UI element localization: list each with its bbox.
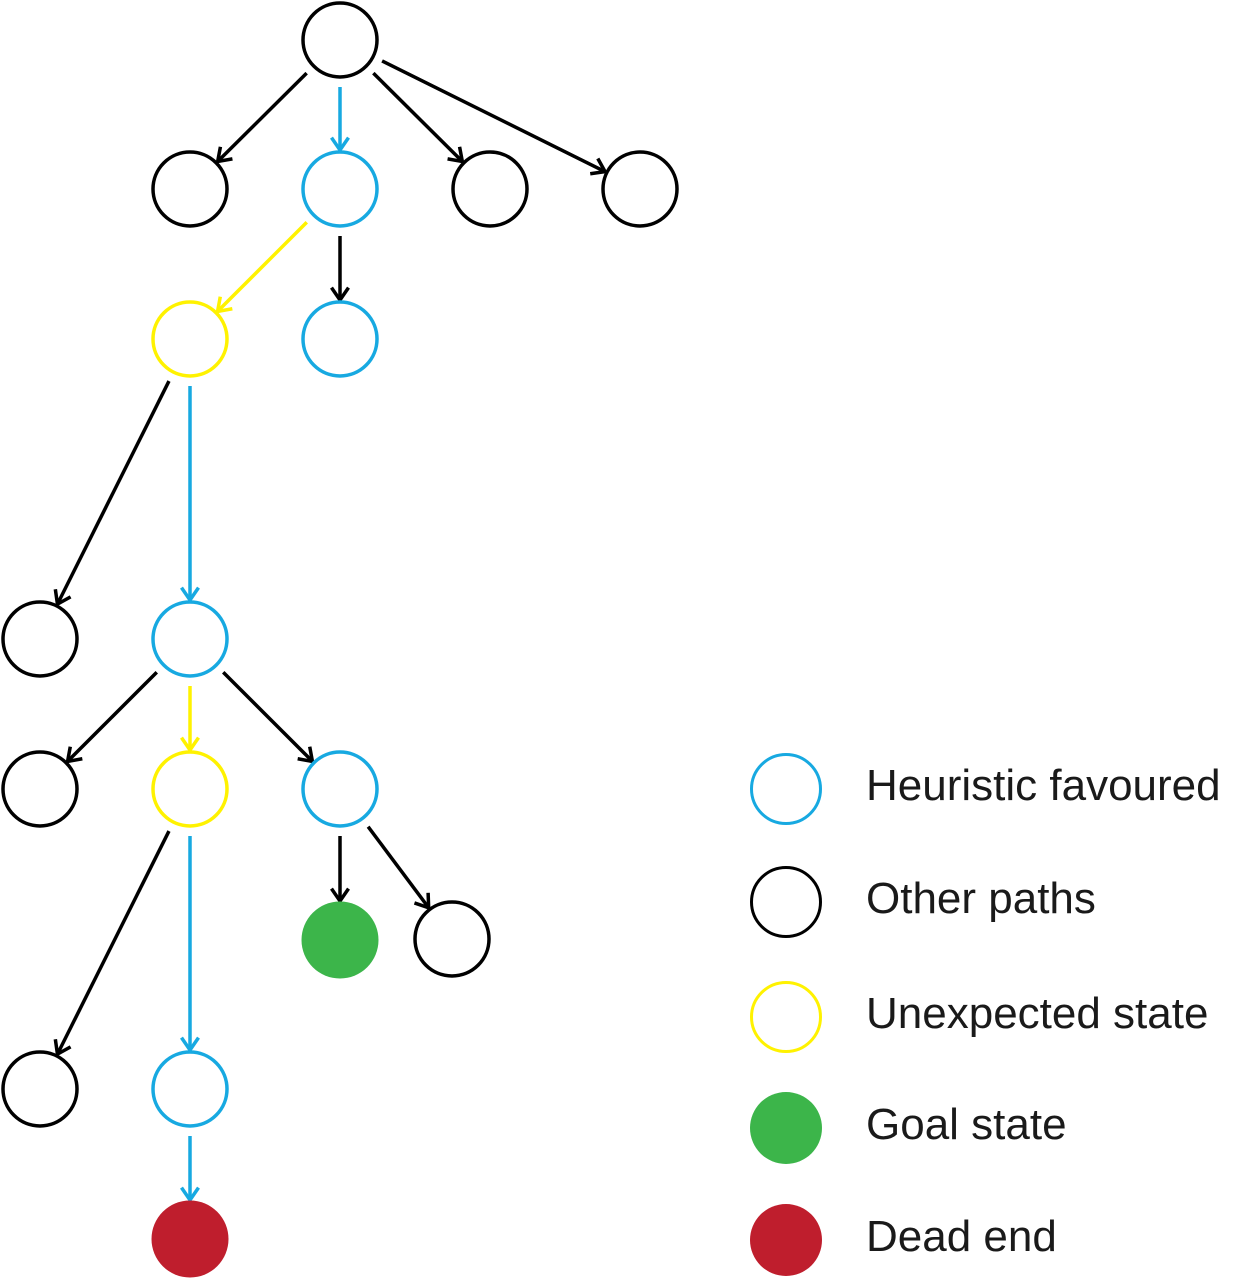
arrowhead <box>65 746 83 764</box>
node-l2a-unexpected <box>151 300 229 378</box>
edge-arrow-root-l1c <box>372 71 465 164</box>
legend-item-heuristic-favoured: Heuristic favoured <box>748 752 1245 832</box>
edge-arrow-l1b-l2b <box>330 236 350 304</box>
node-l5a-goal <box>301 901 379 979</box>
arrowhead <box>330 286 350 304</box>
node-l1c-other <box>451 150 529 228</box>
edge-arrow-l4b-l6b <box>180 836 200 1054</box>
edge-arrow-l3b-l4a <box>65 670 159 764</box>
edge-line <box>66 670 159 763</box>
edge-line <box>216 220 309 313</box>
arrowhead <box>215 296 233 314</box>
arrowhead <box>53 589 72 607</box>
arrowhead <box>413 892 431 911</box>
edge-arrow-l4c-l5a <box>330 836 350 905</box>
edge-line <box>221 670 314 763</box>
node-l1b-heuristic <box>301 150 379 228</box>
node-l4c-heuristic <box>301 750 379 828</box>
node-l2b-heuristic <box>301 300 379 378</box>
legend-item-unexpected-state: Unexpected state <box>748 980 1245 1060</box>
edge-arrow-root-l1b <box>330 87 350 154</box>
arrowhead <box>589 157 608 176</box>
node-l6a-other <box>1 1050 79 1128</box>
edge-arrow-l4c-l5b <box>366 825 431 911</box>
edge-arrow-l3b-l4b <box>180 686 200 754</box>
edge-arrow-l3b-l4c <box>221 670 315 764</box>
edge-arrow-l6b-l7 <box>180 1136 200 1204</box>
arrowhead <box>180 1036 200 1054</box>
edge-line <box>55 380 171 605</box>
edge-line <box>381 59 606 174</box>
edge-line <box>372 71 464 163</box>
edge-arrow-root-l1d <box>381 59 608 176</box>
arrowhead <box>330 136 350 154</box>
dead-end-swatch <box>750 1204 822 1276</box>
edge-arrow-l4b-l6a <box>53 830 171 1057</box>
node-l3a-other <box>1 600 79 678</box>
legend-label: Heuristic favoured <box>866 761 1221 810</box>
node-l5b-other <box>413 900 491 978</box>
arrowhead <box>447 146 465 164</box>
heuristic-favoured-swatch <box>750 753 822 825</box>
legend-label: Unexpected state <box>866 989 1209 1038</box>
arrowhead <box>180 736 200 754</box>
arrowhead <box>330 887 350 905</box>
legend-item-dead-end: Dead end <box>748 1203 1245 1283</box>
edge-arrow-l1b-l2a <box>215 220 309 314</box>
edge-arrow-root-l1a <box>215 71 308 164</box>
tree-edges <box>53 59 608 1204</box>
legend-label: Other paths <box>866 874 1096 923</box>
edge-line <box>216 71 308 163</box>
node-l7-dead-end <box>151 1200 229 1278</box>
arrowhead <box>53 1039 72 1057</box>
arrowhead <box>180 586 200 604</box>
node-l4a-other <box>1 750 79 828</box>
arrowhead <box>215 146 233 164</box>
legend-label: Dead end <box>866 1212 1057 1261</box>
goal-state-swatch <box>750 1092 822 1164</box>
arrowhead <box>297 746 315 764</box>
edge-arrow-l2a-l3a <box>53 380 171 607</box>
node-l3b-heuristic <box>151 600 229 678</box>
arrowhead <box>180 1186 200 1204</box>
edge-arrow-l2a-l3b <box>180 386 200 604</box>
legend-label: Goal state <box>866 1100 1067 1149</box>
node-l1a-other <box>151 150 229 228</box>
edge-line <box>55 830 171 1055</box>
legend-item-goal-state: Goal state <box>748 1091 1245 1171</box>
tree-nodes <box>1 1 679 1278</box>
edge-line <box>366 825 431 909</box>
node-l6b-heuristic <box>151 1050 229 1128</box>
node-root-other <box>301 1 379 79</box>
legend-item-other-paths: Other paths <box>748 865 1245 945</box>
other-paths-swatch <box>750 866 822 938</box>
unexpected-state-swatch <box>750 981 822 1053</box>
node-l1d-other <box>601 150 679 228</box>
node-l4b-unexpected <box>151 750 229 828</box>
